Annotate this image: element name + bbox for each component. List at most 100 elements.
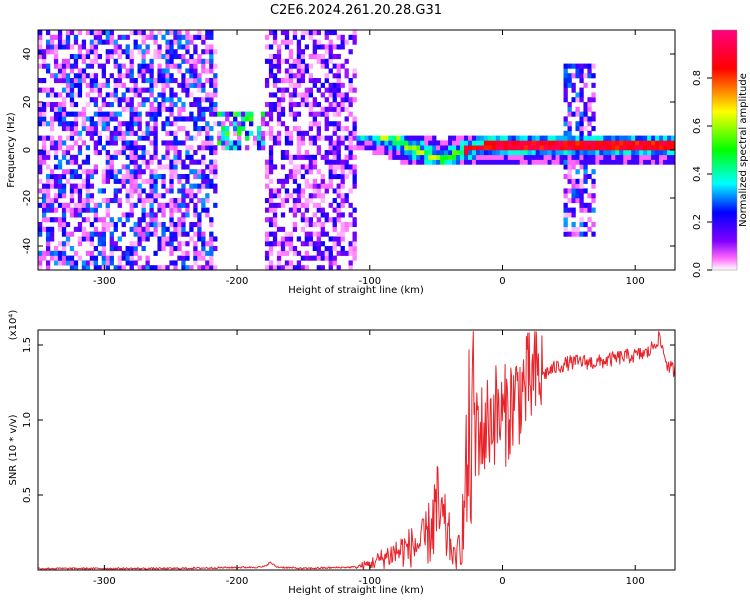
spectrogram-cell: [161, 193, 166, 199]
spectrogram-cell: [65, 145, 71, 151]
spectrogram-cell: [328, 44, 333, 50]
spectrogram-cell: [177, 54, 182, 60]
spectrogram-cell: [595, 154, 600, 160]
spectrogram-cell: [531, 150, 536, 156]
spectrogram-cell: [213, 169, 218, 175]
spectrogram-cell: [149, 183, 154, 189]
spectrogram-cell: [571, 87, 576, 93]
spectrogram-cell: [85, 159, 91, 165]
spectrogram-cell: [125, 130, 130, 136]
spectrogram-cell: [559, 145, 564, 151]
spectrogram-cell: [137, 63, 142, 69]
spectrogram-cell: [352, 255, 357, 261]
spectrogram-cell: [129, 78, 134, 84]
spectrogram-cell: [197, 198, 202, 204]
spectrogram-cell: [189, 39, 194, 45]
spectrogram-cell: [336, 68, 341, 74]
spectrogram-cell: [93, 87, 99, 93]
spectrogram-cell: [336, 231, 341, 237]
spectrogram-cell: [193, 260, 198, 266]
spectrogram-cell: [292, 188, 298, 194]
spectrogram-cell: [288, 102, 294, 108]
spectrogram-cell: [659, 154, 664, 160]
spectrogram-cell: [85, 102, 91, 108]
spectrogram-cell: [376, 150, 381, 156]
spectrogram-cell: [193, 34, 198, 40]
spectrogram-cell: [213, 92, 218, 98]
spectrogram-cell: [53, 260, 59, 266]
spectrogram-cell: [153, 250, 158, 256]
spectrogram-cell: [201, 169, 206, 175]
spectrogram-cell: [53, 217, 59, 223]
spectrogram-cell: [93, 246, 99, 252]
spectrogram-cell: [149, 78, 154, 84]
spectrogram-cell: [452, 135, 457, 141]
spectrogram-cell: [185, 255, 190, 261]
spectrogram-cell: [61, 246, 67, 252]
spectrogram-cell: [141, 236, 146, 242]
spectrogram-cell: [133, 111, 138, 117]
spectrogram-cell: [296, 126, 302, 132]
spectrogram-cell: [169, 44, 174, 50]
spectrogram-cell: [89, 49, 95, 55]
spectrogram-cell: [328, 121, 333, 127]
spectrogram-cell: [189, 111, 194, 117]
spectrogram-cell: [328, 217, 333, 223]
spectrogram-cell: [53, 154, 59, 160]
spectrogram-cell: [181, 126, 186, 132]
spectrogram-cell: [587, 154, 592, 160]
spectrogram-cell: [169, 241, 174, 247]
spectrogram-cell: [221, 135, 226, 141]
spectrogram-cell: [161, 73, 166, 79]
spectrogram-cell: [97, 241, 102, 247]
spectrogram-cell: [129, 193, 134, 199]
spectrogram-cell: [85, 260, 91, 266]
x-tick-label: -300: [93, 276, 116, 287]
spectrogram-cell: [563, 140, 568, 146]
spectrogram-cell: [81, 54, 87, 60]
spectrogram-cell: [149, 231, 154, 237]
spectrogram-cell: [639, 159, 644, 165]
spectrogram-cell: [539, 140, 544, 146]
spectrogram-cell: [229, 111, 234, 117]
spectrogram-cell: [129, 250, 134, 256]
spectrogram-cell: [173, 198, 178, 204]
spectrogram-cell: [173, 121, 178, 127]
spectrogram-cell: [193, 169, 198, 175]
spectrogram-cell: [352, 178, 357, 184]
spectrogram-cell: [153, 145, 158, 151]
spectrogram-cell: [332, 150, 337, 156]
spectrogram-cell: [551, 135, 556, 141]
spectrogram-cell: [284, 126, 290, 132]
spectrogram-cell: [631, 150, 636, 156]
spectrogram-cell: [460, 135, 465, 141]
spectrogram-cell: [344, 135, 349, 141]
spectrogram-cell: [583, 188, 588, 194]
spectrogram-cell: [328, 54, 333, 60]
spectrogram-cell: [38, 159, 43, 165]
spectrogram-cell: [197, 222, 202, 228]
spectrogram-cell: [97, 236, 102, 242]
spectrogram-cell: [316, 265, 321, 270]
spectrogram-cell: [197, 212, 202, 218]
spectrogram-cell: [316, 188, 321, 194]
spectrogram-cell: [209, 58, 214, 64]
spectrogram-cell: [491, 135, 497, 141]
spectrogram-cell: [121, 82, 126, 88]
spectrogram-cell: [599, 145, 604, 151]
spectrogram-cell: [65, 231, 71, 237]
spectrogram-cell: [264, 236, 270, 242]
spectrogram-cell: [272, 102, 278, 108]
spectrogram-cell: [280, 226, 286, 232]
spectrogram-cell: [197, 217, 202, 223]
spectrogram-cell: [276, 44, 282, 50]
spectrogram-cell: [77, 226, 83, 232]
spectrogram-cell: [272, 202, 278, 208]
spectrogram-cell: [320, 241, 325, 247]
spectrogram-cell: [105, 78, 110, 84]
spectrogram-cell: [448, 140, 453, 146]
spectrogram-cell: [81, 58, 87, 64]
spectrogram-cell: [161, 178, 166, 184]
spectrogram-cell: [424, 159, 429, 165]
spectrogram-cell: [531, 140, 536, 146]
